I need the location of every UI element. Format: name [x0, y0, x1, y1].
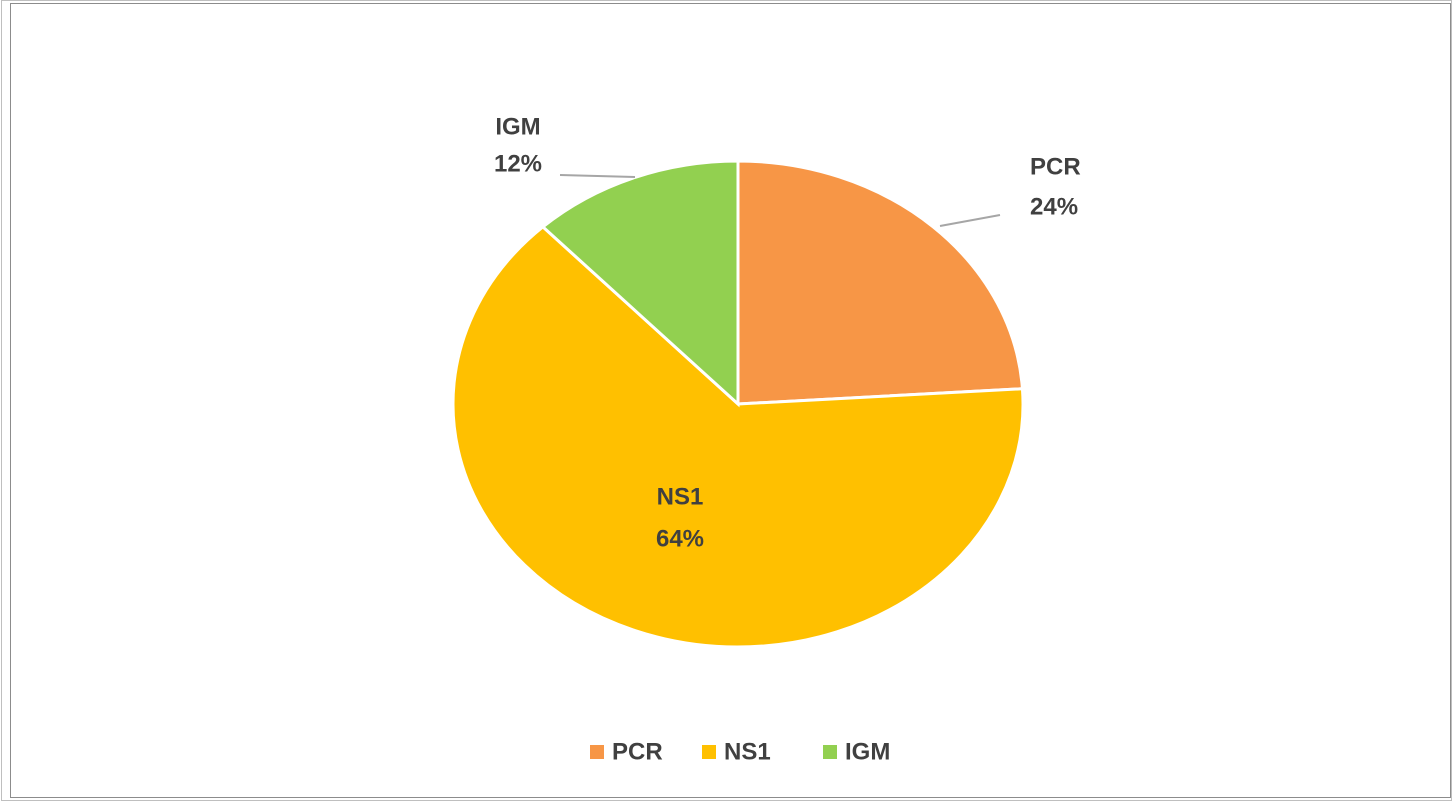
- data-label-value: 64%: [656, 525, 704, 552]
- leader-line: [939, 214, 1001, 227]
- data-label-name: PCR: [1030, 153, 1081, 180]
- data-label-value: 12%: [494, 150, 542, 177]
- pie-slice: [451, 224, 1025, 649]
- legend-swatch: [590, 745, 604, 759]
- legend-label: NS1: [724, 738, 771, 765]
- leader-line: [559, 174, 636, 178]
- pie-slice: [736, 159, 1025, 406]
- data-label-name: IGM: [495, 113, 540, 140]
- legend-label: PCR: [612, 738, 663, 765]
- legend-label: IGM: [845, 738, 890, 765]
- legend-swatch: [702, 745, 716, 759]
- data-label-value: 24%: [1030, 193, 1078, 220]
- pie-slice: [540, 159, 740, 408]
- legend-swatch: [823, 745, 837, 759]
- data-label-name: NS1: [657, 483, 704, 510]
